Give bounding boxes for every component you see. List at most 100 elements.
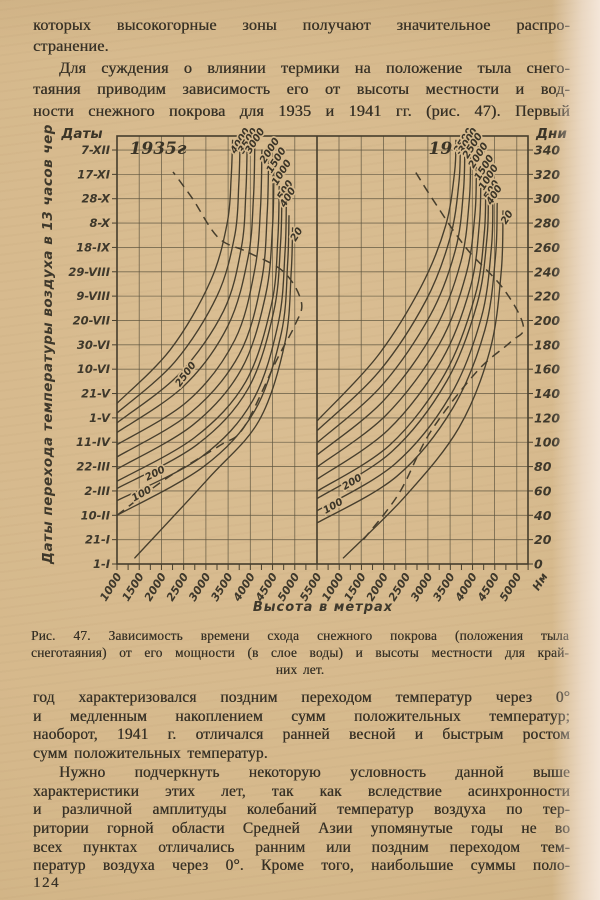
date-tick-label: 17-XI bbox=[77, 167, 110, 181]
height-tick-label: 2500 bbox=[386, 570, 413, 603]
day-tick-label: 0 bbox=[534, 557, 543, 572]
snowmelt-chart: 3403203002802602402202001801601401201008… bbox=[40, 124, 567, 615]
day-tick-label: 180 bbox=[534, 337, 560, 352]
day-tick-label: 80 bbox=[534, 459, 552, 474]
height-tick-label: 2000 bbox=[142, 570, 169, 603]
text-line: сумм положительных температур. bbox=[33, 745, 268, 763]
height-tick-label: 3500 bbox=[430, 570, 457, 603]
isoline-label: 200 bbox=[144, 464, 168, 483]
isoline-1935г-1500 bbox=[117, 159, 270, 458]
height-tick-label: 1500 bbox=[120, 570, 147, 603]
panel-curves-1941г bbox=[317, 139, 525, 559]
text-line: них лет. bbox=[275, 662, 325, 678]
height-tick-label: 3000 bbox=[186, 570, 213, 603]
height-tick-label: 4000 bbox=[452, 570, 480, 604]
isoline-1935г-100 bbox=[117, 215, 290, 516]
date-tick-label: 7-XII bbox=[81, 143, 111, 157]
text-line: характеристики этих лет, так как вследст… bbox=[33, 782, 570, 800]
page-number: 124 bbox=[33, 875, 60, 891]
text-line: наоборот, 1941 г. отличался ранней весно… bbox=[33, 726, 570, 744]
day-tick-label: 60 bbox=[534, 483, 552, 498]
height-tick-label: 1500 bbox=[342, 570, 369, 603]
date-tick-label: 21-V bbox=[81, 387, 111, 401]
chart-grid bbox=[117, 136, 528, 564]
height-tick-label: Нм bbox=[530, 571, 551, 593]
isoline-1935г-2500 bbox=[117, 143, 256, 434]
text-line: странение. bbox=[33, 37, 109, 56]
date-tick-label: 18-IX bbox=[76, 240, 111, 254]
isoline-1941г-3500 bbox=[317, 139, 457, 421]
height-tick-label: 4500 bbox=[474, 570, 502, 604]
day-tick-label: 320 bbox=[534, 167, 560, 182]
chart-frame bbox=[116, 135, 529, 565]
isoline-label: 100 bbox=[130, 485, 154, 505]
text-line: и различной амплитуды колебаний температ… bbox=[33, 801, 570, 819]
paragraph-top: которых высокогорные зоны получают значи… bbox=[33, 15, 570, 122]
date-tick-label: 1-V bbox=[89, 411, 111, 425]
panel-curves-1935г bbox=[117, 139, 303, 559]
height-tick-label: 3500 bbox=[208, 570, 235, 603]
left-axis-header: Даты bbox=[60, 126, 102, 142]
date-tick-label: 22-III bbox=[76, 460, 110, 474]
y-axis-title: Даты перехода температуры воздуха в 13 ч… bbox=[40, 124, 56, 565]
dashed-curve-1941г bbox=[362, 171, 525, 541]
height-tick-label: 1000 bbox=[97, 570, 124, 603]
text-line: Нужно подчеркнуть некоторую условность д… bbox=[59, 763, 570, 781]
date-tick-label: 30-VI bbox=[77, 338, 111, 352]
axis-ticks bbox=[112, 149, 533, 570]
date-tick-label: 1-I bbox=[93, 557, 111, 571]
height-tick-label: 3000 bbox=[408, 570, 435, 603]
isoline-1935г-500 bbox=[117, 185, 280, 482]
isoline-1935г-1000 bbox=[117, 171, 275, 470]
isoline-1935г-200 bbox=[117, 205, 287, 502]
date-tick-label: 29-VIII bbox=[68, 265, 110, 279]
isoline-label: 20 bbox=[499, 209, 516, 227]
isoline-1941г-1500 bbox=[317, 166, 477, 468]
paragraph-bottom: год характеризовался поздним переходом т… bbox=[33, 689, 570, 876]
figure-caption: Рис. 47. Зависимость времени схода снежн… bbox=[31, 627, 569, 679]
day-tick-label: 240 bbox=[534, 264, 560, 279]
text-line: ности снежного покрова для 1935 и 1941 г… bbox=[33, 101, 570, 120]
day-tick-label: 100 bbox=[534, 435, 560, 450]
day-tick-label: 120 bbox=[534, 410, 560, 425]
day-tick-label: 160 bbox=[534, 362, 560, 377]
dashed-curve-1935г bbox=[117, 171, 303, 516]
isoline-1935г-400 bbox=[117, 193, 283, 490]
isoline-1941г-400 bbox=[317, 190, 489, 499]
height-tick-label: 2500 bbox=[164, 570, 191, 603]
day-tick-label: 300 bbox=[534, 191, 560, 206]
isoline-label: 20 bbox=[289, 226, 306, 244]
height-tick-label: 1000 bbox=[319, 570, 346, 603]
height-tick-label: 5000 bbox=[275, 570, 302, 603]
isoline-1941г-1000 bbox=[317, 176, 482, 480]
day-tick-label: 220 bbox=[534, 289, 560, 304]
text-line: год характеризовался поздним переходом т… bbox=[33, 689, 570, 706]
isoline-1941г-500 bbox=[317, 185, 487, 492]
text-line: которых высокогорные зоны получают значи… bbox=[33, 16, 570, 34]
isoline-1941г-2000 bbox=[317, 154, 472, 456]
isoline-1941г-3000 bbox=[317, 139, 461, 431]
date-tick-label: 9-VIII bbox=[76, 289, 110, 303]
panel-title-1935: 1935г bbox=[130, 139, 187, 159]
day-tick-label: 40 bbox=[533, 508, 552, 523]
right-axis-header: Дни bbox=[535, 126, 567, 142]
date-tick-label: 11-IV bbox=[76, 435, 111, 449]
date-tick-label: 28-X bbox=[82, 192, 112, 206]
height-tick-label: 2000 bbox=[364, 570, 391, 603]
text-line: Для суждения о влиянии термики на положе… bbox=[59, 58, 570, 77]
isoline-1941г-20 bbox=[342, 210, 504, 559]
day-tick-label: 140 bbox=[534, 386, 560, 401]
day-tick-label: 340 bbox=[534, 143, 560, 158]
date-tick-label: 8-X bbox=[90, 216, 112, 230]
day-tick-label: 200 bbox=[534, 313, 560, 328]
text-line: ритории горной области Средней Азии упом… bbox=[33, 819, 570, 837]
isoline-1935г-3500 bbox=[117, 139, 241, 414]
isoline-1941г-100 bbox=[317, 202, 498, 524]
day-tick-label: 280 bbox=[534, 216, 560, 231]
isoline-1941г-2500 bbox=[317, 144, 466, 443]
isoline-1941г-200 bbox=[317, 198, 494, 512]
date-tick-label: 10-VI bbox=[77, 362, 111, 376]
date-tick-label: 2-III bbox=[84, 484, 110, 498]
date-tick-label: 20-VII bbox=[73, 313, 111, 327]
text-line: снеготаяния) от его мощности (в слое вод… bbox=[31, 645, 569, 661]
